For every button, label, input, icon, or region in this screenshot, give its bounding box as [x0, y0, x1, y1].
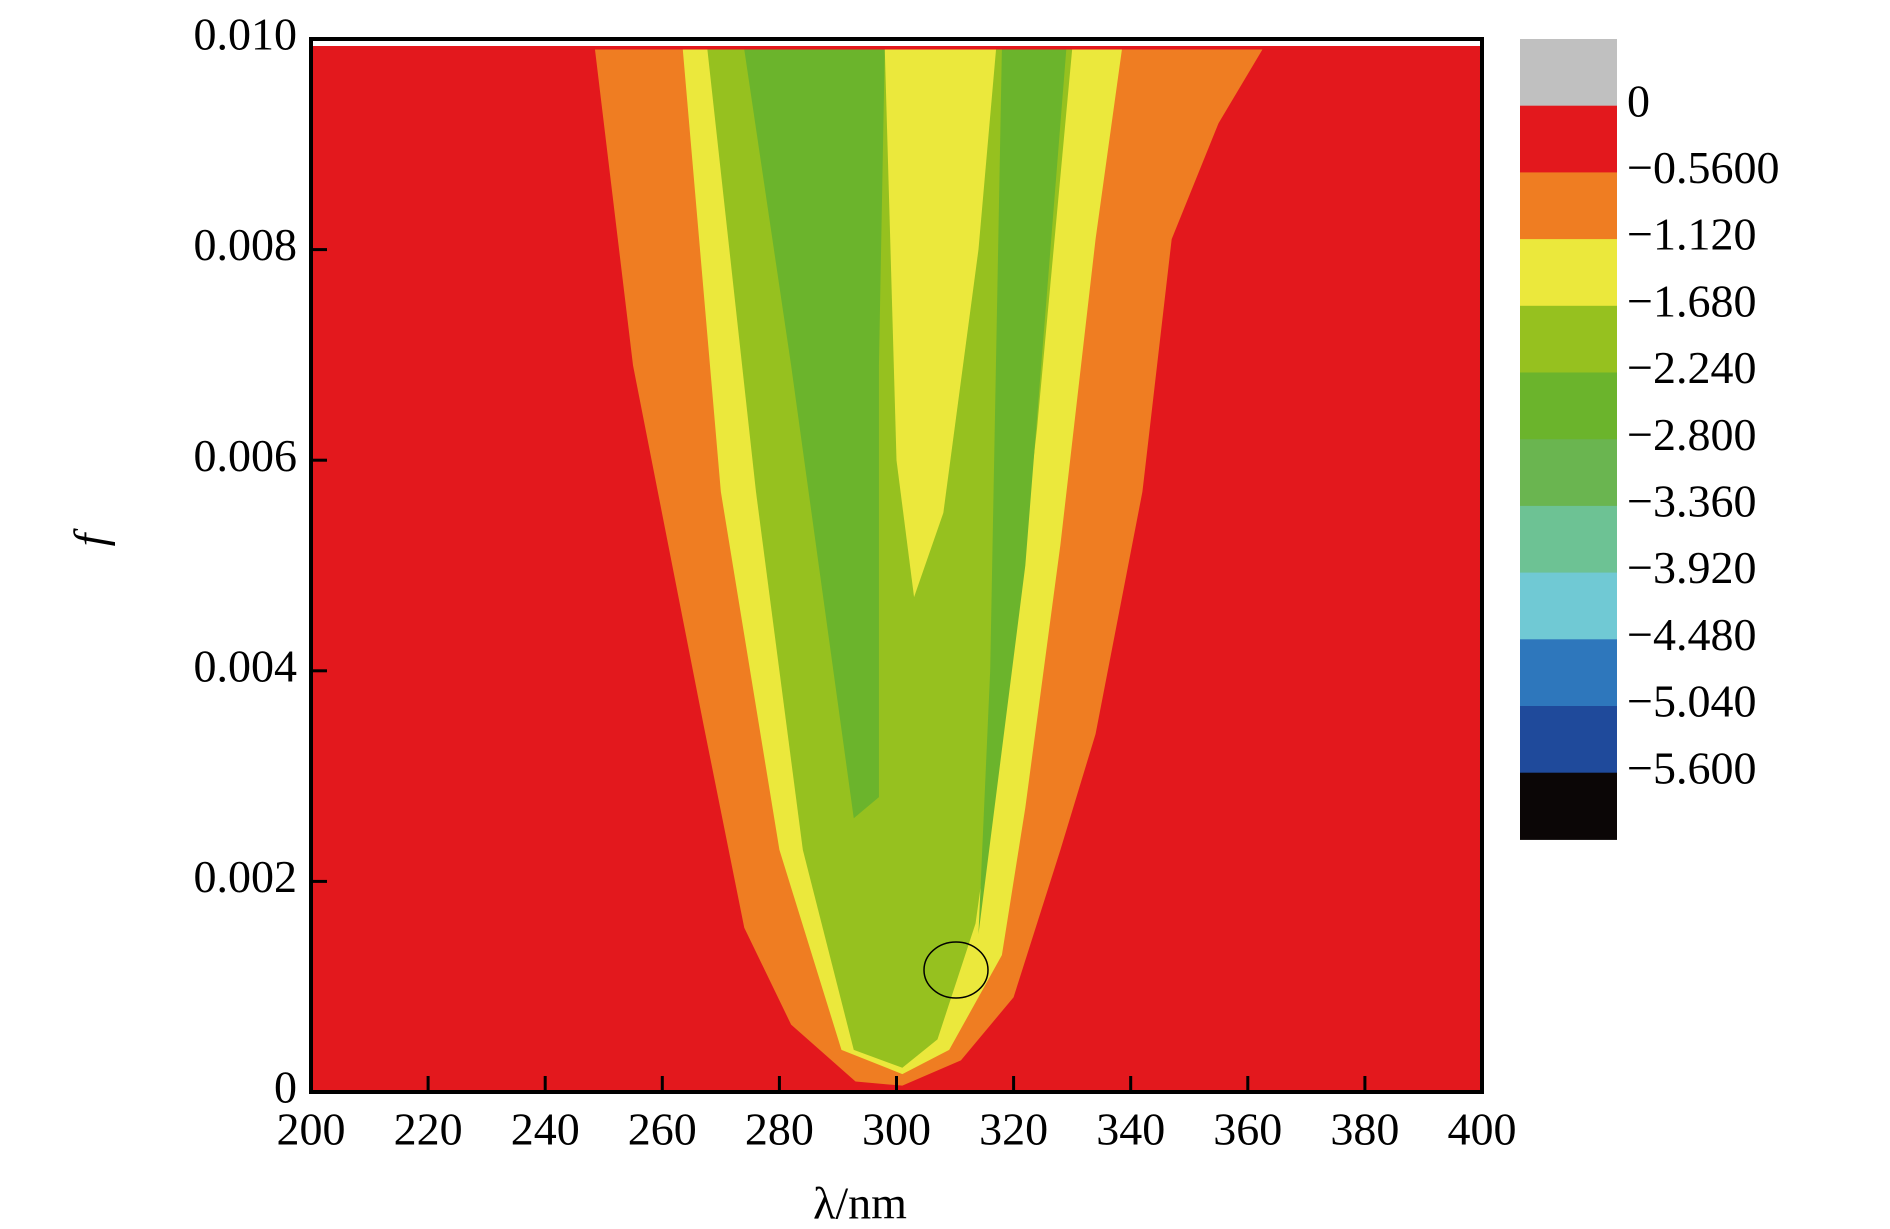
colorbar-label: −2.800	[1627, 409, 1756, 460]
contour-region	[978, 49, 1067, 935]
colorbar-label: −1.680	[1627, 275, 1756, 326]
colorbar-label: −2.240	[1627, 342, 1756, 393]
colorbar-band	[1520, 105, 1617, 173]
x-axis-label: λ/nm	[813, 1178, 907, 1229]
colorbar-band	[1520, 639, 1617, 707]
colorbar-band	[1520, 439, 1617, 507]
colorbar-band	[1520, 305, 1617, 373]
colorbar-label: −5.600	[1627, 742, 1756, 793]
annotation-circle	[923, 941, 989, 999]
colorbar-label: −1.120	[1627, 209, 1756, 260]
contour-region	[884, 49, 997, 598]
colorbar-label: −3.360	[1627, 475, 1756, 526]
x-tick-label: 260	[628, 1104, 697, 1155]
y-axis-label: f	[65, 527, 116, 546]
colorbar-band	[1520, 39, 1617, 107]
x-tick-label: 200	[277, 1104, 346, 1155]
x-tick-label: 240	[511, 1104, 580, 1155]
contour-region	[744, 49, 885, 819]
colorbar-label: −4.480	[1627, 609, 1756, 660]
colorbar-label: 0	[1627, 75, 1650, 126]
x-tick-label: 360	[1213, 1104, 1282, 1155]
x-tick-label: 380	[1330, 1104, 1399, 1155]
colorbar-band	[1520, 572, 1617, 640]
colorbar-band	[1520, 505, 1617, 574]
colorbar-band	[1520, 772, 1617, 840]
x-tick-label: 400	[1448, 1104, 1517, 1155]
x-tick-label: 280	[745, 1104, 814, 1155]
y-tick-label: 0.008	[194, 219, 298, 270]
colorbar-band	[1520, 372, 1617, 440]
x-tick-label: 340	[1096, 1104, 1165, 1155]
colorbar-label: −3.920	[1627, 542, 1756, 593]
colorbar-band	[1520, 172, 1617, 240]
y-tick-label: 0.002	[194, 851, 298, 902]
y-tick-label: 0.004	[194, 640, 298, 691]
x-tick-label: 320	[979, 1104, 1048, 1155]
colorbar-band	[1520, 706, 1617, 774]
y-tick-label: 0.006	[194, 430, 298, 481]
y-tick-label: 0	[274, 1062, 297, 1113]
x-tick-label: 220	[394, 1104, 463, 1155]
y-tick-label: 0.010	[194, 9, 298, 60]
colorbar-label: −5.040	[1627, 676, 1756, 727]
colorbar-label: −0.5600	[1627, 142, 1779, 193]
x-tick-label: 300	[862, 1104, 931, 1155]
colorbar-band	[1520, 239, 1617, 307]
